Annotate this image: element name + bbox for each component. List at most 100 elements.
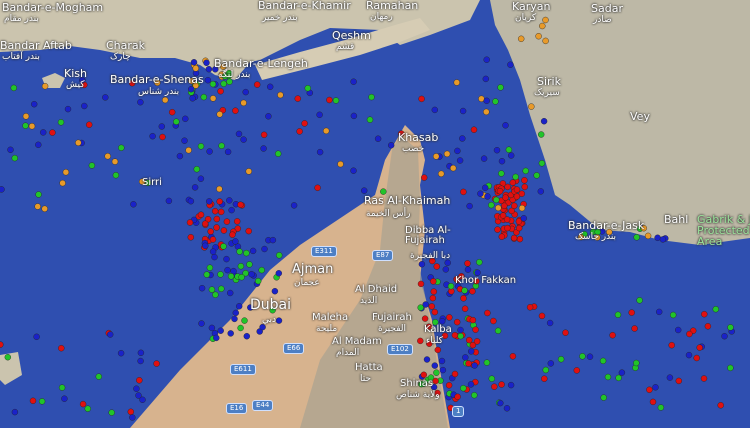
ship-marker-cargo[interactable]	[176, 152, 184, 160]
ship-marker-passenger[interactable]	[10, 84, 18, 92]
ship-marker-tug[interactable]	[59, 179, 66, 187]
ship-marker-cargo[interactable]	[211, 253, 218, 261]
ship-marker-cargo[interactable]	[137, 357, 144, 365]
ship-marker-passenger[interactable]	[255, 277, 262, 285]
ship-marker-tanker[interactable]	[503, 216, 511, 223]
ship-marker-tanker[interactable]	[469, 341, 477, 349]
ship-marker-cargo[interactable]	[11, 408, 19, 416]
ship-marker-cargo[interactable]	[685, 351, 693, 359]
ship-marker-tug[interactable]	[34, 203, 41, 210]
ship-marker-tanker[interactable]	[469, 288, 476, 295]
ship-marker-cargo[interactable]	[467, 381, 475, 388]
ship-marker-passenger[interactable]	[533, 172, 540, 179]
ship-marker-passenger[interactable]	[432, 319, 439, 326]
ship-marker-tanker[interactable]	[159, 133, 166, 141]
ship-marker-tanker[interactable]	[254, 81, 261, 88]
ship-marker-tanker[interactable]	[516, 235, 524, 243]
ship-marker-cargo[interactable]	[247, 304, 254, 311]
ship-marker-tanker[interactable]	[460, 295, 467, 302]
ship-marker-tug[interactable]	[188, 77, 195, 85]
ship-marker-tanker[interactable]	[470, 126, 478, 133]
ship-marker-tug[interactable]	[453, 79, 460, 86]
ship-marker-cargo[interactable]	[456, 157, 464, 164]
ship-marker-cargo[interactable]	[480, 155, 488, 162]
ship-marker-tug[interactable]	[640, 224, 647, 232]
ship-marker-tug[interactable]	[606, 228, 613, 236]
ship-marker-passenger[interactable]	[633, 359, 640, 367]
ship-marker-tanker[interactable]	[508, 207, 515, 215]
ship-marker-tanker[interactable]	[426, 340, 433, 347]
ship-marker-passenger[interactable]	[418, 380, 425, 388]
ship-marker-cargo[interactable]	[466, 202, 473, 210]
ship-marker-cargo[interactable]	[198, 320, 205, 327]
ship-marker-tanker[interactable]	[207, 228, 214, 235]
ship-marker-cargo[interactable]	[269, 236, 277, 244]
ship-marker-tanker[interactable]	[498, 381, 505, 388]
ship-marker-cargo[interactable]	[316, 148, 324, 156]
ship-marker-passenger[interactable]	[218, 285, 225, 292]
ship-marker-cargo[interactable]	[374, 135, 382, 142]
ship-marker-passenger[interactable]	[447, 283, 455, 290]
ship-marker-passenger[interactable]	[636, 297, 643, 304]
ship-marker-cargo[interactable]	[350, 112, 358, 120]
ship-marker-tanker[interactable]	[513, 186, 521, 193]
ship-marker-passenger[interactable]	[599, 357, 607, 365]
ship-marker-cargo[interactable]	[260, 145, 267, 152]
ship-marker-passenger[interactable]	[493, 196, 500, 204]
ship-marker-cargo[interactable]	[232, 309, 240, 317]
ship-marker-tanker[interactable]	[186, 219, 194, 226]
ship-marker-tanker[interactable]	[245, 227, 252, 235]
ship-marker-tug[interactable]	[594, 234, 601, 241]
ship-marker-cargo[interactable]	[350, 167, 357, 174]
ship-marker-tanker[interactable]	[58, 345, 65, 352]
ship-marker-tanker[interactable]	[469, 316, 477, 324]
ship-marker-passenger[interactable]	[269, 307, 276, 314]
ship-marker-cargo[interactable]	[187, 197, 195, 205]
ship-marker-cargo[interactable]	[438, 357, 446, 365]
ship-marker-cargo[interactable]	[439, 318, 446, 325]
ship-marker-cargo[interactable]	[81, 102, 88, 110]
ship-marker-cargo[interactable]	[508, 152, 515, 159]
ship-marker-passenger[interactable]	[727, 364, 734, 372]
ship-marker-passenger[interactable]	[197, 143, 205, 150]
ship-marker-tug[interactable]	[542, 37, 549, 45]
ship-marker-tug[interactable]	[277, 91, 284, 99]
ship-marker-passenger[interactable]	[633, 234, 640, 241]
ship-marker-cargo[interactable]	[498, 157, 506, 165]
ship-marker-passenger[interactable]	[615, 374, 622, 382]
ship-marker-tanker[interactable]	[631, 325, 638, 332]
ship-marker-passenger[interactable]	[492, 98, 499, 105]
ship-marker-tanker[interactable]	[526, 304, 534, 311]
ship-marker-tanker[interactable]	[451, 370, 459, 378]
ship-marker-tanker[interactable]	[510, 234, 518, 242]
ship-marker-tanker[interactable]	[216, 198, 223, 205]
ship-marker-tanker[interactable]	[696, 344, 703, 351]
ship-marker-tanker[interactable]	[197, 211, 205, 218]
ship-marker-cargo[interactable]	[203, 59, 210, 66]
ship-marker-tanker[interactable]	[425, 323, 433, 330]
ship-marker-cargo[interactable]	[265, 113, 272, 120]
ship-marker-cargo[interactable]	[191, 184, 199, 191]
ship-marker-cargo[interactable]	[205, 198, 213, 205]
ship-marker-passenger[interactable]	[220, 80, 227, 88]
ship-marker-cargo[interactable]	[64, 105, 72, 113]
ship-marker-tanker[interactable]	[484, 309, 491, 317]
ship-marker-cargo[interactable]	[129, 414, 136, 421]
ship-marker-passenger[interactable]	[460, 385, 467, 392]
ship-marker-tanker[interactable]	[296, 128, 303, 135]
ship-marker-tanker[interactable]	[465, 360, 472, 367]
ship-marker-passenger[interactable]	[417, 304, 424, 311]
ship-marker-cargo[interactable]	[202, 242, 209, 250]
ship-marker-tanker[interactable]	[573, 367, 580, 374]
ship-marker-tanker[interactable]	[430, 278, 437, 285]
ship-marker-cargo[interactable]	[213, 334, 220, 342]
ship-marker-cargo[interactable]	[228, 206, 235, 214]
ship-marker-cargo[interactable]	[209, 248, 217, 255]
ship-marker-tanker[interactable]	[232, 107, 239, 114]
ship-marker-tanker[interactable]	[466, 336, 473, 344]
ship-marker-tug[interactable]	[111, 158, 119, 165]
ship-marker-tanker[interactable]	[420, 371, 427, 378]
ship-marker-tanker[interactable]	[717, 402, 724, 409]
ship-marker-tanker[interactable]	[441, 332, 449, 339]
